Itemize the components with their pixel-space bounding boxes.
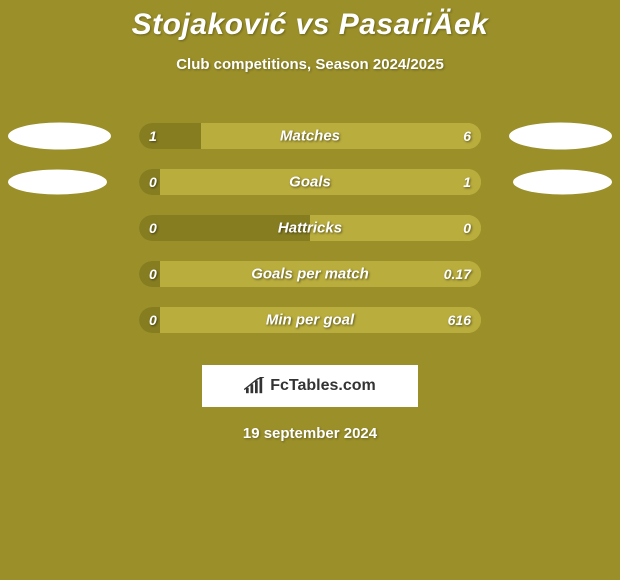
stat-bar: 00.17Goals per match bbox=[139, 261, 481, 287]
stat-bar: 16Matches bbox=[139, 123, 481, 149]
stat-left-value: 0 bbox=[149, 312, 157, 328]
stat-bar-right-fill bbox=[160, 169, 481, 195]
stat-bar-right-fill bbox=[201, 123, 481, 149]
stat-row: 16Matches bbox=[0, 113, 620, 159]
stat-left-value: 0 bbox=[149, 266, 157, 282]
stat-bar-left-fill bbox=[139, 215, 310, 241]
stat-row: 0616Min per goal bbox=[0, 297, 620, 343]
player-right-badge bbox=[509, 123, 612, 150]
stat-bar-right-fill bbox=[160, 261, 481, 287]
stat-bar: 00Hattricks bbox=[139, 215, 481, 241]
date-label: 19 september 2024 bbox=[0, 425, 620, 442]
player-left-badge bbox=[8, 170, 107, 195]
stat-left-value: 1 bbox=[149, 128, 157, 144]
subtitle: Club competitions, Season 2024/2025 bbox=[0, 56, 620, 73]
stat-left-value: 0 bbox=[149, 220, 157, 236]
stat-bar: 0616Min per goal bbox=[139, 307, 481, 333]
player-left-badge bbox=[8, 123, 111, 150]
stat-row: 00Hattricks bbox=[0, 205, 620, 251]
stat-row: 01Goals bbox=[0, 159, 620, 205]
player-right-badge bbox=[513, 170, 612, 195]
stat-right-value: 0.17 bbox=[444, 266, 471, 282]
stat-right-value: 6 bbox=[463, 128, 471, 144]
stat-bar-right-fill bbox=[160, 307, 481, 333]
stat-right-value: 0 bbox=[463, 220, 471, 236]
stat-bar-right-fill bbox=[310, 215, 481, 241]
stat-row: 00.17Goals per match bbox=[0, 251, 620, 297]
page-title: Stojaković vs PasariÄek bbox=[0, 0, 620, 42]
stat-rows: 16Matches01Goals00Hattricks00.17Goals pe… bbox=[0, 113, 620, 343]
stat-bar: 01Goals bbox=[139, 169, 481, 195]
bar-chart-icon bbox=[244, 377, 266, 395]
stat-right-value: 1 bbox=[463, 174, 471, 190]
stat-left-value: 0 bbox=[149, 174, 157, 190]
logo-box[interactable]: FcTables.com bbox=[202, 365, 418, 407]
comparison-card: Stojaković vs PasariÄek Club competition… bbox=[0, 0, 620, 580]
logo-text: FcTables.com bbox=[270, 377, 376, 395]
stat-right-value: 616 bbox=[448, 312, 471, 328]
